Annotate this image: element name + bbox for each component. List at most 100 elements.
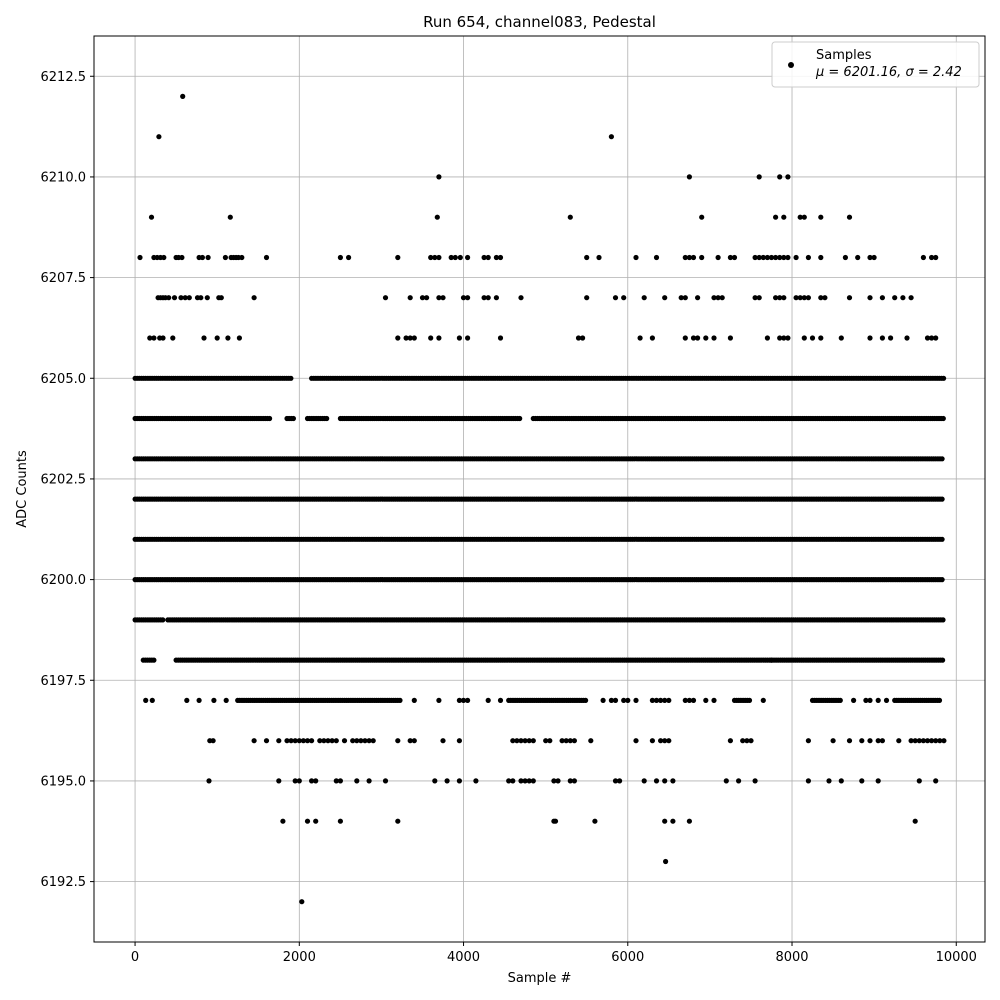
data-point [715,254,721,261]
data-point [929,254,935,261]
data-point [288,375,294,381]
data-point [370,738,376,744]
data-point [473,778,479,784]
data-point [186,295,192,301]
data-point [366,778,372,784]
data-point [736,778,742,784]
legend: Samples μ = 6201.16, σ = 2.42 [771,41,980,88]
data-point [723,778,729,784]
data-point [818,295,824,301]
data-point [612,778,619,784]
data-point [354,738,360,744]
data-point [773,295,779,301]
data-point [222,254,228,261]
data-point [300,738,306,744]
data-point [395,335,401,341]
data-point [773,254,779,261]
data-point [621,295,627,301]
data-point [296,738,302,744]
data-point [211,697,217,704]
data-point [867,254,873,261]
data-point [756,295,762,301]
data-point [350,738,356,744]
data-point [608,134,615,140]
data-point [777,254,783,261]
data-point [896,738,902,744]
data-point [337,254,343,261]
data-point [871,254,877,261]
data-point [838,778,844,784]
data-point [663,858,669,865]
data-point [933,778,939,784]
data-point [941,738,947,744]
data-point [337,818,343,824]
data-point [752,254,758,261]
y-tick-label: 6212.5 [41,70,87,85]
data-point [760,697,766,704]
data-point [551,778,557,784]
data-point [933,254,939,261]
data-point [299,899,305,905]
data-point [719,295,725,301]
data-point [567,778,573,784]
data-point [559,738,565,744]
data-point [715,295,721,301]
data-point [288,738,294,744]
data-point [382,778,389,784]
data-point [547,738,553,744]
data-point [703,335,709,341]
data-point [633,254,639,261]
legend-box [771,41,980,88]
data-point [740,738,746,744]
y-tick-label: 6202.5 [41,472,87,487]
data-point [711,697,717,704]
data-point [748,738,754,744]
data-point [485,697,491,704]
data-point [686,818,693,824]
legend-series-name: Samples [816,48,872,63]
data-point [456,335,462,341]
x-tick-label: 10000 [936,950,977,965]
data-point [867,697,873,704]
data-point [575,335,582,341]
data-point [666,738,672,744]
data-point [768,254,775,261]
data-point [612,697,619,704]
data-point [690,697,697,704]
data-point [251,738,257,744]
data-point [358,738,364,744]
data-point [641,778,647,784]
data-point [149,697,155,704]
data-point [280,818,286,824]
data-point [940,617,946,623]
data-point [941,375,947,381]
data-point [846,214,853,220]
data-point [785,254,791,261]
data-point [711,335,717,341]
data-point [205,254,211,261]
data-point [309,738,315,744]
data-point [239,254,245,261]
data-point [214,335,220,341]
data-point [777,335,783,341]
legend-marker [788,62,794,68]
data-point [752,778,758,784]
y-axis-label: ADC Counts [15,450,30,528]
data-point [407,335,413,341]
data-point [465,335,471,341]
data-point [584,254,590,261]
data-point [773,214,779,220]
data-point [608,697,615,704]
data-point [325,738,331,744]
data-point [653,254,660,261]
data-point [440,295,446,301]
data-point [588,738,594,744]
data-point [510,778,516,784]
data-point [649,335,656,341]
data-point [711,295,717,301]
data-point [292,738,298,744]
data-point [744,738,750,744]
data-point [276,738,282,744]
data-point [939,496,945,502]
